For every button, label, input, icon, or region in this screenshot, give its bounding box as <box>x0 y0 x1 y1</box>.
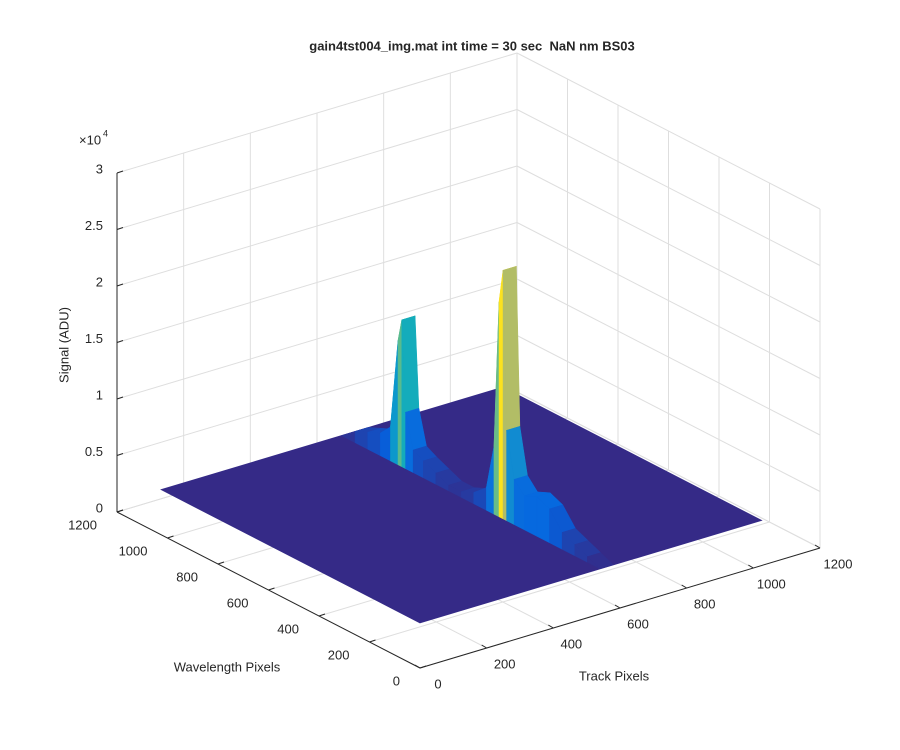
z-tick-label: 0 <box>96 500 103 515</box>
grid-line <box>516 391 821 549</box>
y-tick-label: 200 <box>328 647 350 662</box>
z-tick-label: 1.5 <box>85 331 103 346</box>
z-tick-label: 2.5 <box>85 218 103 233</box>
z-tick-label: 0.5 <box>85 444 103 459</box>
y-axis-label: Wavelength Pixels <box>174 659 281 674</box>
x-tick-label: 800 <box>694 596 716 611</box>
x-tick-label: 400 <box>560 636 582 651</box>
z-tick-label: 1 <box>96 387 103 402</box>
y-tick <box>419 665 427 669</box>
surface-face <box>498 270 504 520</box>
y-tick-label: 400 <box>277 621 299 636</box>
grid-line <box>116 109 518 230</box>
y-tick <box>217 561 225 565</box>
x-tick <box>614 604 621 609</box>
surface-face <box>524 495 538 537</box>
chart-title: gain4tst004_img.mat int time = 30 sec Na… <box>309 38 635 53</box>
y-tick <box>116 509 124 513</box>
grid-line <box>516 222 821 379</box>
z-tick <box>116 170 124 174</box>
x-tick-label: 1200 <box>824 556 853 571</box>
grid-line <box>116 278 518 400</box>
y-tick-label: 600 <box>227 595 249 610</box>
x-axis-label: Track Pixels <box>579 668 650 683</box>
z-tick <box>116 453 124 456</box>
x-tick <box>414 664 421 669</box>
x-tick-label: 200 <box>494 656 516 671</box>
y-tick-label: 1200 <box>68 517 97 532</box>
y-tick-label: 800 <box>176 569 198 584</box>
y-tick-label: 0 <box>393 673 400 688</box>
grid-line <box>369 521 770 643</box>
z-tick <box>116 227 124 230</box>
grid-line <box>116 52 518 174</box>
surface-face <box>397 319 403 468</box>
y-tick-label: 1000 <box>119 543 148 558</box>
y-tick <box>369 639 376 643</box>
y-tick <box>318 613 326 617</box>
surface-face <box>380 426 391 462</box>
surface-face <box>587 556 601 570</box>
x-tick <box>481 644 487 649</box>
grid-line <box>116 335 518 456</box>
y-tick <box>167 535 174 539</box>
x-tick-label: 0 <box>434 676 441 691</box>
z-tick-label: 3 <box>96 161 103 176</box>
grid-line <box>516 165 821 323</box>
grid-line <box>516 278 821 436</box>
z-tick <box>116 396 124 400</box>
z-tick <box>116 340 124 343</box>
x-tick-label: 600 <box>627 616 649 631</box>
grid-line <box>516 335 821 492</box>
grid-line <box>516 52 821 210</box>
z-tick <box>116 283 124 287</box>
z-tick-label: 2 <box>96 274 103 289</box>
z-axis-label: Signal (ADU) <box>56 307 71 383</box>
x-tick <box>814 544 821 549</box>
x-tick <box>548 624 554 629</box>
z-scale-exponent: 4 <box>103 128 108 138</box>
x-tick <box>748 564 754 569</box>
grid-line <box>116 222 518 343</box>
x-tick-label: 1000 <box>757 576 786 591</box>
y-tick <box>268 587 275 591</box>
x-tick <box>681 584 687 589</box>
grid-line <box>116 165 518 287</box>
grid-line <box>516 109 821 266</box>
z-scale-label: ×10 <box>79 132 101 147</box>
